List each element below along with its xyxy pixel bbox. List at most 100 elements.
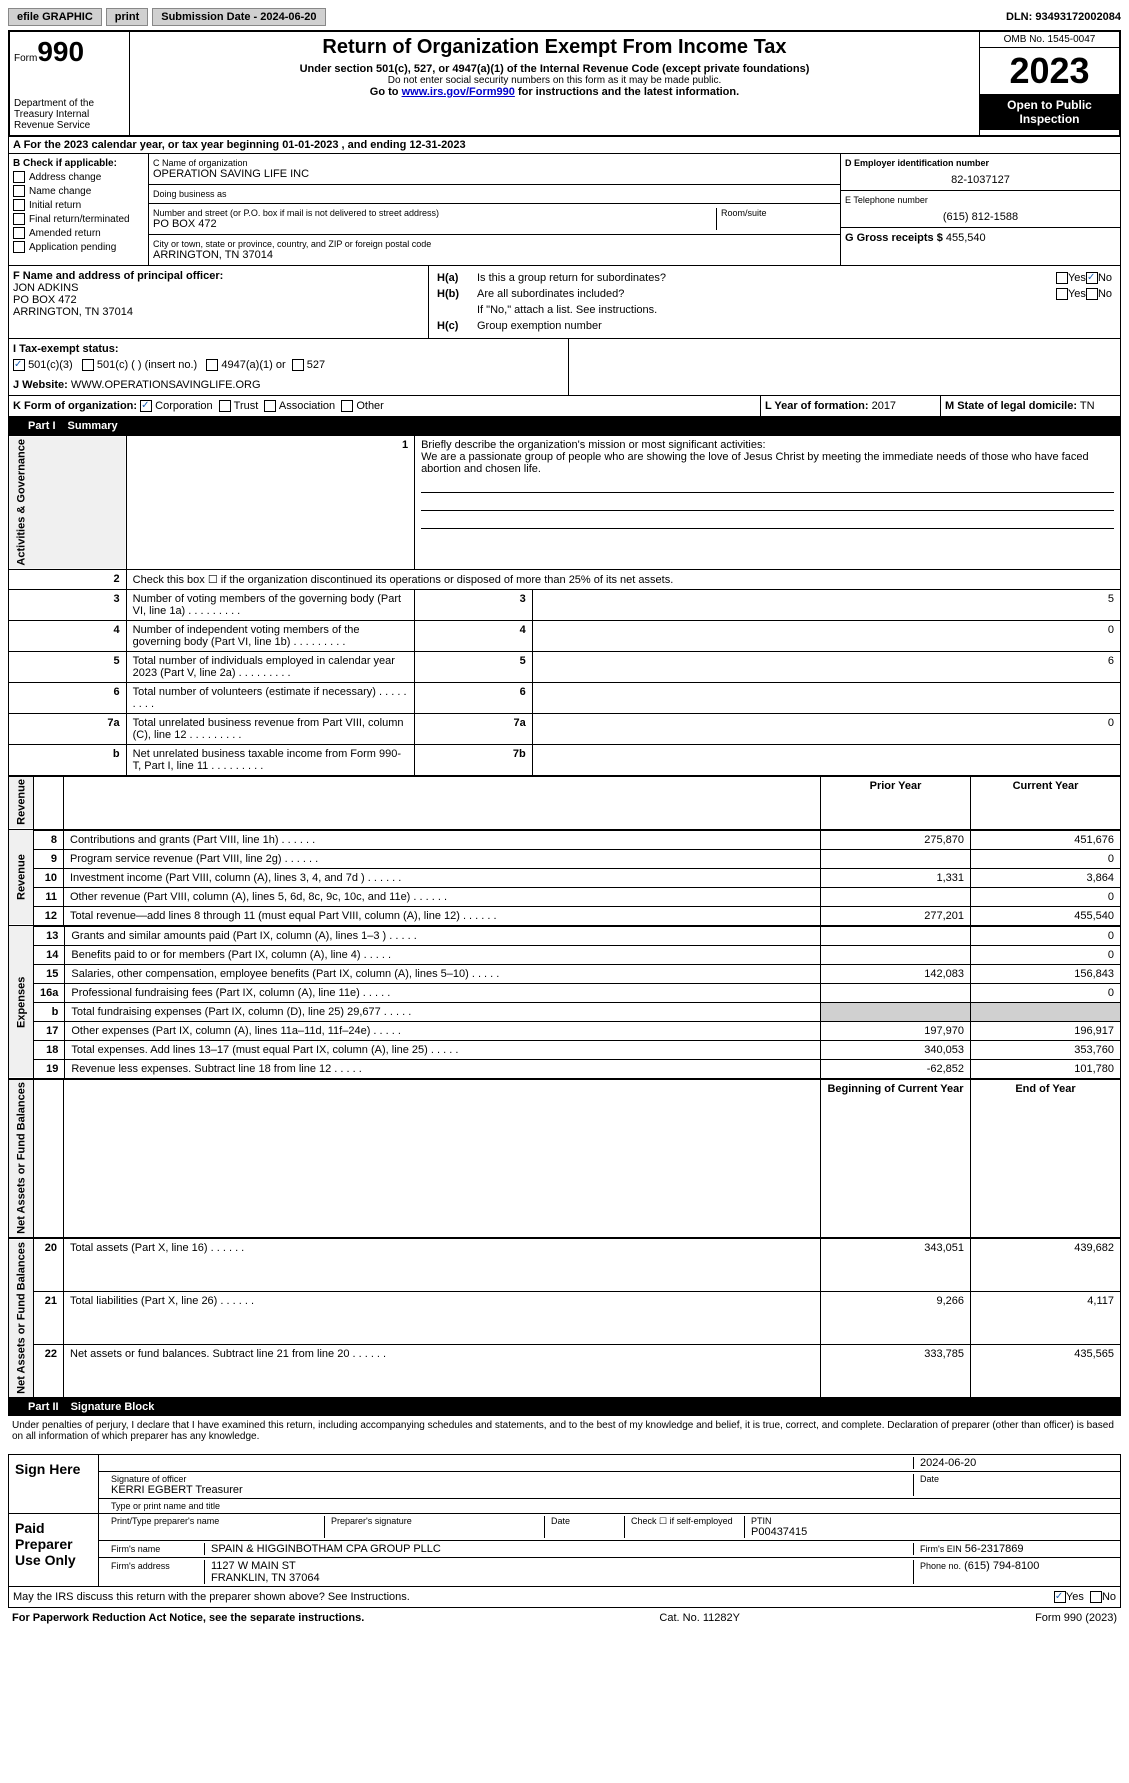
efile-button[interactable]: efile GRAPHIC: [8, 8, 102, 26]
amended-return-checkbox[interactable]: [13, 227, 25, 239]
section-a: A For the 2023 calendar year, or tax yea…: [8, 137, 1121, 154]
hb-no-checkbox[interactable]: [1086, 288, 1098, 300]
prior-value: 275,870: [821, 830, 971, 849]
hb-label: H(b): [437, 288, 477, 300]
corp-checkbox[interactable]: [140, 400, 152, 412]
527-checkbox[interactable]: [292, 359, 304, 371]
line-1-num: 1: [126, 436, 414, 570]
dln: DLN: 93493172002084: [1006, 11, 1121, 23]
phone-value: (615) 812-1588: [845, 211, 1116, 223]
line-num: 7a: [9, 713, 127, 744]
trust-checkbox[interactable]: [219, 400, 231, 412]
line-text: Contributions and grants (Part VIII, lin…: [64, 830, 821, 849]
line-num: 3: [9, 589, 127, 620]
line-text: Benefits paid to or for members (Part IX…: [65, 945, 821, 964]
line-key: 3: [415, 589, 533, 620]
instructions-link[interactable]: www.irs.gov/Form990: [402, 86, 515, 98]
line-num: 20: [34, 1239, 64, 1292]
ha-yes-checkbox[interactable]: [1056, 272, 1068, 284]
current-year-header: Current Year: [971, 776, 1121, 829]
501c-checkbox[interactable]: [82, 359, 94, 371]
footer: For Paperwork Reduction Act Notice, see …: [8, 1608, 1121, 1628]
line-key: 6: [415, 682, 533, 713]
prior-value: 340,053: [821, 1040, 971, 1059]
prior-year-header: Prior Year: [821, 776, 971, 829]
signature-block: Sign Here 2024-06-20 Signature of office…: [8, 1454, 1121, 1587]
part1-title: Summary: [68, 420, 118, 432]
line-text: Other expenses (Part IX, column (A), lin…: [65, 1021, 821, 1040]
line-num: 14: [34, 945, 65, 964]
current-value: 455,540: [971, 906, 1121, 925]
prep-print-label: Print/Type preparer's name: [111, 1516, 318, 1526]
other-checkbox[interactable]: [341, 400, 353, 412]
dba-label: Doing business as: [153, 189, 227, 199]
assoc-label: Association: [279, 400, 335, 412]
current-value: 4,117: [971, 1292, 1121, 1345]
firm-ein: 56-2317869: [965, 1543, 1024, 1555]
line-num: 6: [9, 682, 127, 713]
firm-city: FRANKLIN, TN 37064: [211, 1572, 320, 1584]
self-employed-label: Check ☐ if self-employed: [631, 1516, 738, 1527]
current-value: 3,864: [971, 868, 1121, 887]
current-value: 0: [971, 945, 1121, 964]
discuss-yes-checkbox[interactable]: [1054, 1591, 1066, 1603]
prior-value: 9,266: [821, 1292, 971, 1345]
mission-text: We are a passionate group of people who …: [421, 451, 1089, 475]
firm-name: SPAIN & HIGGINBOTHAM CPA GROUP PLLC: [205, 1543, 914, 1555]
form-header: Form990 Department of the Treasury Inter…: [8, 30, 1121, 137]
line-num: 17: [34, 1021, 65, 1040]
ha-text: Is this a group return for subordinates?: [477, 272, 1056, 284]
netassets-label: Net Assets or Fund Balances: [9, 1079, 34, 1238]
website-value: WWW.OPERATIONSAVINGLIFE.ORG: [71, 379, 261, 391]
ha-no-checkbox[interactable]: [1086, 272, 1098, 284]
line-text: Total unrelated business revenue from Pa…: [126, 713, 414, 744]
ptin-label: PTIN: [751, 1516, 1108, 1526]
addr-label: Number and street (or P.O. box if mail i…: [153, 208, 716, 218]
line-text: Number of independent voting members of …: [126, 620, 414, 651]
assoc-checkbox[interactable]: [264, 400, 276, 412]
netassets-body: Net Assets or Fund Balances 20 Total ass…: [8, 1238, 1121, 1398]
line-num: 13: [34, 926, 65, 945]
firm-addr: 1127 W MAIN ST: [211, 1560, 296, 1572]
public-inspection: Open to Public Inspection: [980, 94, 1119, 130]
end-year-header: End of Year: [971, 1079, 1121, 1238]
discuss-no-checkbox[interactable]: [1090, 1591, 1102, 1603]
sign-date: 2024-06-20: [914, 1457, 1114, 1469]
line-key: 7a: [415, 713, 533, 744]
line-text: Total assets (Part X, line 16) . . . . .…: [64, 1239, 821, 1292]
line-text: Total number of volunteers (estimate if …: [126, 682, 414, 713]
final-return-checkbox[interactable]: [13, 213, 25, 225]
addr-change-checkbox[interactable]: [13, 171, 25, 183]
section-m-label: M State of legal domicile:: [945, 400, 1077, 412]
line-text: Total liabilities (Part X, line 26) . . …: [64, 1292, 821, 1345]
current-value: 435,565: [971, 1345, 1121, 1398]
hb-yes-checkbox[interactable]: [1056, 288, 1068, 300]
print-button[interactable]: print: [106, 8, 148, 26]
line-value: 6: [532, 651, 1120, 682]
line-text: Total fundraising expenses (Part IX, col…: [65, 1002, 821, 1021]
line-num: 9: [34, 849, 64, 868]
prior-value: [821, 1002, 971, 1021]
app-pending-checkbox[interactable]: [13, 241, 25, 253]
501c3-checkbox[interactable]: [13, 359, 25, 371]
initial-return-label: Initial return: [29, 200, 81, 211]
section-l-label: L Year of formation:: [765, 400, 869, 412]
4947-checkbox[interactable]: [206, 359, 218, 371]
current-value: 0: [971, 849, 1121, 868]
prior-value: -62,852: [821, 1059, 971, 1078]
current-value: 156,843: [971, 964, 1121, 983]
name-change-checkbox[interactable]: [13, 185, 25, 197]
expenses-body: Expenses 13 Grants and similar amounts p…: [8, 926, 1121, 1079]
officer-sig-name: KERRI EGBERT Treasurer: [111, 1484, 907, 1496]
firm-phone-label: Phone no.: [920, 1561, 961, 1571]
netassets-table: Net Assets or Fund Balances Beginning of…: [8, 1079, 1121, 1239]
department: Department of the Treasury Internal Reve…: [14, 98, 125, 131]
line-value: 5: [532, 589, 1120, 620]
initial-return-checkbox[interactable]: [13, 199, 25, 211]
city-label: City or town, state or province, country…: [153, 239, 836, 249]
line-text: Salaries, other compensation, employee b…: [65, 964, 821, 983]
line-num: 21: [34, 1292, 64, 1345]
prior-value: 142,083: [821, 964, 971, 983]
line-text: Professional fundraising fees (Part IX, …: [65, 983, 821, 1002]
formation-year: 2017: [872, 400, 896, 412]
